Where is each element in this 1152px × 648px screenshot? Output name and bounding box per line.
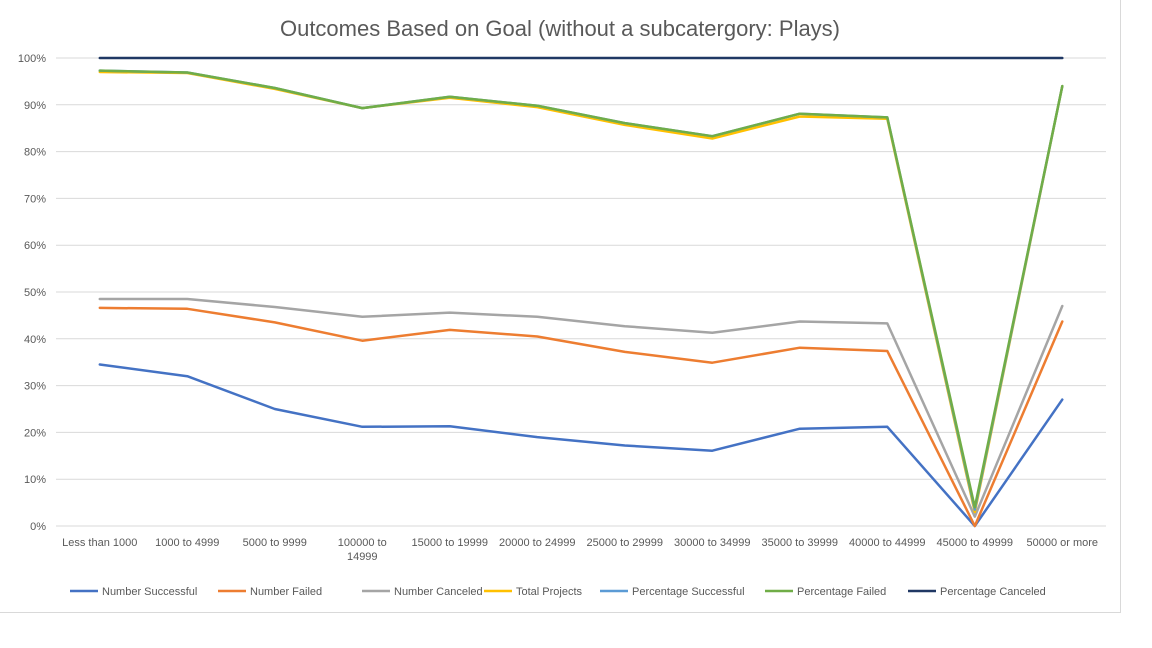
chart-title: Outcomes Based on Goal (without a subcat… <box>280 16 840 41</box>
y-tick-label: 40% <box>24 334 46 346</box>
x-tick-label: 30000 to 34999 <box>674 537 750 549</box>
legend-label: Number Canceled <box>394 586 483 598</box>
x-tick-label: 35000 to 39999 <box>762 537 838 549</box>
legend-label: Percentage Canceled <box>940 586 1046 598</box>
y-axis: 0% 10% 20% 30% 40% 50% 60% 70% 80% 90% 100% <box>18 53 46 533</box>
line-chart: Outcomes Based on Goal (without a subcat… <box>18 16 1106 598</box>
x-tick-label: 40000 to 44999 <box>849 537 925 549</box>
y-tick-label: 10% <box>24 474 46 486</box>
y-tick-label: 20% <box>24 427 46 439</box>
x-tick-label: 20000 to 24999 <box>499 537 575 549</box>
x-tick-label: 25000 to 29999 <box>587 537 663 549</box>
chart-area: Outcomes Based on Goal (without a subcat… <box>0 0 1121 613</box>
series-line <box>98 69 1064 509</box>
x-tick-label: 5000 to 9999 <box>243 537 307 549</box>
series-line <box>98 69 1064 511</box>
series-line <box>98 306 1064 528</box>
series-lines <box>98 56 1064 528</box>
y-tick-label: 80% <box>24 147 46 159</box>
y-tick-label: 60% <box>24 240 46 252</box>
x-tick-label: 50000 or more <box>1026 537 1098 549</box>
legend: Number Successful Number Failed Number Can… <box>70 586 1046 598</box>
y-tick-label: 70% <box>24 193 46 205</box>
y-tick-label: 90% <box>24 100 46 112</box>
x-tick-label: 1000 to 4999 <box>155 537 219 549</box>
legend-label: Percentage Failed <box>797 586 886 598</box>
y-tick-label: 50% <box>24 287 46 299</box>
legend-label: Percentage Successful <box>632 586 745 598</box>
x-tick-label: 100000 to 14999 <box>338 537 387 563</box>
x-tick-label: 45000 to 49999 <box>937 537 1013 549</box>
y-tick-label: 30% <box>24 381 46 393</box>
x-tick-label: Less than 1000 <box>62 537 137 549</box>
y-tick-label: 100% <box>18 53 46 65</box>
legend-label: Total Projects <box>516 586 583 598</box>
x-tick-label: 15000 to 19999 <box>412 537 488 549</box>
legend-label: Number Failed <box>250 586 322 598</box>
legend-label: Number Successful <box>102 586 197 598</box>
x-axis: Less than 1000 1000 to 4999 5000 to 9999 10… <box>62 537 1098 563</box>
series-line <box>98 297 1064 518</box>
series-line <box>98 363 1064 528</box>
y-tick-label: 0% <box>30 521 46 533</box>
